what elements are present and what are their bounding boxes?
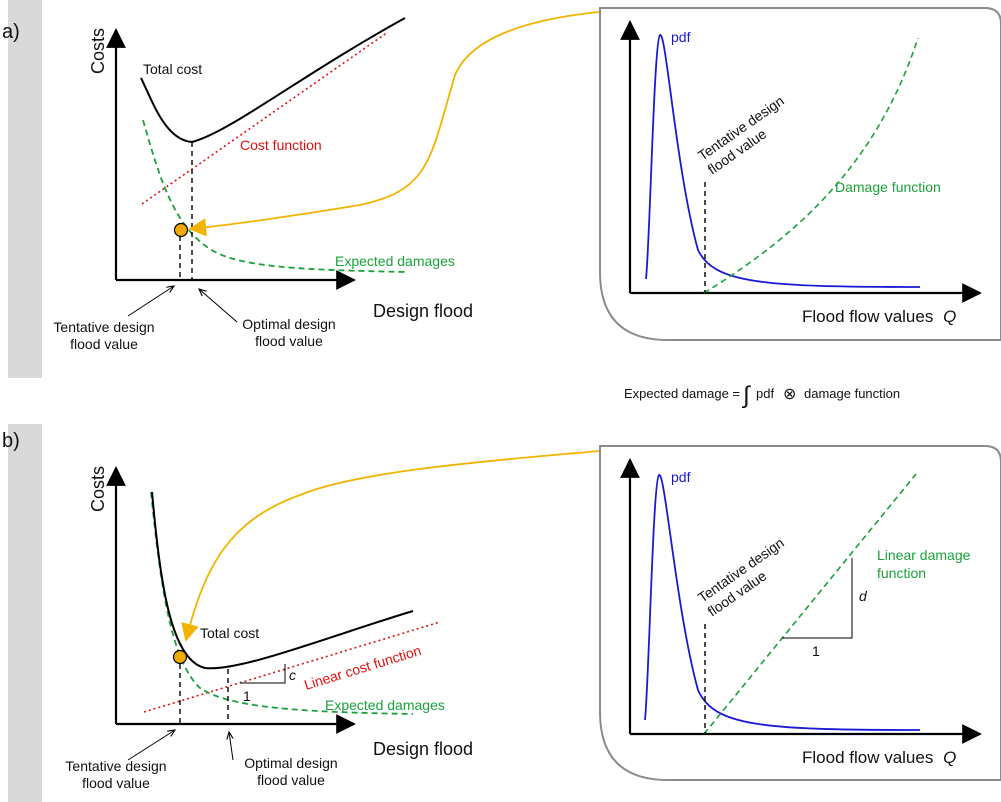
- panel-b-inset-frame: [599, 445, 1001, 781]
- panel-a-expected-damages-label: Expected damages: [335, 253, 455, 269]
- panel-a-label: a): [2, 21, 20, 43]
- panel-a: a) Costs Design flood Total cost Cost fu…: [2, 0, 1001, 378]
- panel-b-optimal-pointer: [229, 732, 233, 761]
- panel-b-slope-triangle: [240, 664, 286, 684]
- formula-operator: ⊗: [783, 386, 796, 403]
- formula-lhs: Expected damage =: [624, 386, 740, 401]
- expected-damage-formula: Expected damage = ∫ pdf ⊗ damage functio…: [624, 382, 900, 409]
- panel-a-inset: pdf Tentative design flood value Damage …: [599, 7, 1001, 341]
- panel-b-tentative-marker: [172, 649, 188, 665]
- panel-b-inset-x-axis-text: Flood flow values: [802, 748, 933, 767]
- panel-a-total-cost-curve: [140, 17, 406, 144]
- panel-a-inset-pdf-label: pdf: [671, 29, 691, 45]
- panel-b-tentative-pointer: [127, 730, 175, 761]
- panel-a-connector-curve: [188, 11, 600, 237]
- panel-b-linear-cost-line: [143, 621, 441, 713]
- panel-a-side-bar: [8, 0, 42, 378]
- panel-a-inset-frame: [599, 7, 1001, 341]
- panel-b-inset-x-axis-symbol: Q: [943, 748, 956, 767]
- panel-b-inset-pdf-label: pdf: [671, 469, 691, 485]
- panel-b-x-axis-label: Design flood: [373, 739, 473, 759]
- panel-a-cost-function-label: Cost function: [240, 137, 322, 153]
- panel-a-y-axis-label: Costs: [88, 28, 108, 74]
- panel-b: b) Costs Design flood c 1 Total cost Lin…: [2, 424, 1001, 802]
- panel-a-x-axis-label: Design flood: [373, 301, 473, 321]
- panel-a-inset-damage-curve: [703, 37, 919, 294]
- panel-a-inset-damage-label: Damage function: [835, 179, 941, 195]
- panel-b-linear-cost-label: Linear cost function: [302, 642, 423, 693]
- panel-b-inset-x-axis-label: Flood flow values Q: [802, 748, 956, 767]
- panel-b-connector-curve: [181, 450, 600, 642]
- panel-b-expected-damages-curve: [150, 491, 414, 715]
- formula-rhs: damage function: [804, 386, 900, 401]
- panel-a-inset-x-axis-symbol: Q: [943, 307, 956, 326]
- panel-a-expected-damages-curve: [142, 119, 409, 273]
- panel-b-side-bar: [8, 424, 42, 802]
- panel-a-optimal-label-2: flood value: [255, 333, 323, 349]
- panel-b-inset-slope-triangle: [782, 558, 853, 639]
- panel-b-label: b): [2, 430, 20, 452]
- panel-b-inset-slope-symbol: d: [859, 588, 868, 604]
- panel-a-optimal-pointer: [199, 289, 238, 323]
- panel-b-total-cost-curve: [151, 491, 414, 670]
- panel-b-expected-damages-label: Expected damages: [325, 697, 445, 713]
- panel-a-optimal-label-1: Optimal design: [242, 316, 335, 332]
- panel-b-tentative-label-1: Tentative design: [65, 758, 166, 774]
- panel-b-slope-run: 1: [243, 688, 251, 704]
- panel-b-inset-damage-line: [703, 473, 917, 735]
- formula-pdf: pdf: [756, 386, 774, 401]
- panel-a-tentative-label-2: flood value: [70, 336, 138, 352]
- panel-a-cost-function-line: [141, 31, 389, 205]
- formula-integral: ∫: [741, 382, 751, 409]
- panel-b-total-cost-label: Total cost: [200, 625, 259, 641]
- panel-a-inset-x-axis-label: Flood flow values Q: [802, 307, 956, 326]
- panel-a-total-cost-label: Total cost: [143, 61, 202, 77]
- panel-a-tentative-marker: [173, 222, 189, 238]
- panel-b-optimal-label-1: Optimal design: [244, 755, 337, 771]
- panel-b-tentative-label-2: flood value: [82, 775, 150, 791]
- panel-b-inset-slope-run: 1: [812, 643, 820, 659]
- panel-b-inset-damage-label-1: Linear damage: [877, 547, 971, 563]
- panel-b-y-axis-label: Costs: [88, 466, 108, 512]
- panel-b-inset: d 1 pdf Tentative design flood value Lin…: [599, 445, 1001, 781]
- panel-b-optimal-label-2: flood value: [257, 772, 325, 788]
- panel-b-inset-pdf-curve: [644, 474, 921, 731]
- panel-a-tentative-pointer: [127, 286, 174, 317]
- panel-b-inset-damage-label-2: function: [877, 565, 926, 581]
- panel-a-inset-x-axis-text: Flood flow values: [802, 307, 933, 326]
- panel-b-slope-symbol: c: [289, 667, 296, 683]
- panel-a-inset-pdf-curve: [645, 34, 921, 288]
- panel-a-tentative-label-1: Tentative design: [53, 319, 154, 335]
